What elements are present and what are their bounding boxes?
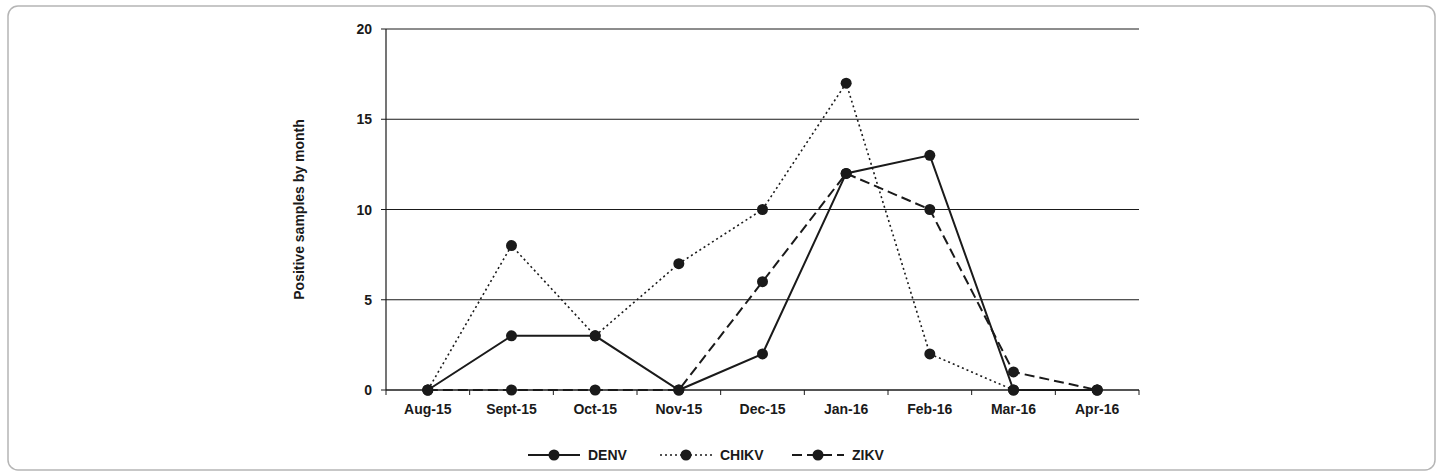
point-marker — [841, 168, 852, 179]
legend-label: ZIKV — [852, 447, 885, 463]
x-tick — [637, 390, 638, 395]
point-marker — [924, 204, 935, 215]
y-tick — [381, 299, 386, 300]
x-tick-label: Dec-15 — [740, 401, 786, 417]
y-tick-label: 5 — [364, 292, 372, 308]
series-line — [428, 173, 1097, 390]
x-tick — [971, 390, 972, 395]
point-marker — [590, 330, 601, 341]
grid-line — [386, 119, 1139, 120]
point-marker — [673, 385, 684, 396]
point-marker — [673, 385, 684, 396]
point-marker — [757, 204, 768, 215]
x-tick — [888, 390, 889, 395]
x-tick-label: Oct-15 — [573, 401, 617, 417]
point-marker — [1092, 385, 1103, 396]
point-marker — [506, 240, 517, 251]
legend-label: CHIKV — [720, 447, 764, 463]
y-axis-label: Positive samples by month — [291, 119, 307, 300]
point-marker — [422, 385, 433, 396]
point-marker — [757, 348, 768, 359]
plot-area — [422, 78, 1102, 396]
legend-label: DENV — [588, 447, 628, 463]
point-marker — [506, 385, 517, 396]
y-tick-label: 20 — [356, 21, 372, 37]
legend-marker — [549, 450, 560, 461]
point-marker — [673, 258, 684, 269]
figure-frame — [8, 6, 1435, 470]
point-marker — [590, 330, 601, 341]
point-marker — [841, 168, 852, 179]
x-tick-label: Feb-16 — [907, 401, 952, 417]
x-tick — [804, 390, 805, 395]
series-line — [428, 155, 1097, 390]
x-tick — [386, 390, 387, 395]
x-tick — [469, 390, 470, 395]
chart-container: 0 5 10 15 20 Aug-15 Sept-15 Oct-15 Nov-15 Dec-15 J… — [0, 0, 1443, 476]
point-marker — [924, 348, 935, 359]
legend-marker — [813, 450, 824, 461]
y-tick-label: 0 — [364, 382, 372, 398]
x-tick-label: Nov-15 — [655, 401, 702, 417]
x-tick-label: Jan-16 — [824, 401, 869, 417]
point-marker — [590, 385, 601, 396]
x-tick-label: Apr-16 — [1075, 401, 1120, 417]
legend-marker — [681, 450, 692, 461]
point-marker — [1092, 385, 1103, 396]
point-marker — [1008, 385, 1019, 396]
x-tick — [1139, 390, 1140, 395]
y-tick — [381, 29, 386, 30]
point-marker — [841, 78, 852, 89]
y-tick-label: 15 — [356, 111, 372, 127]
point-marker — [422, 385, 433, 396]
y-tick-label: 10 — [356, 202, 372, 218]
chart-svg: 0 5 10 15 20 Aug-15 Sept-15 Oct-15 Nov-15 Dec-15 J… — [0, 0, 1443, 476]
grid-line — [386, 299, 1139, 300]
x-tick-label: Mar-16 — [991, 401, 1036, 417]
y-tick — [381, 119, 386, 120]
y-tick — [381, 209, 386, 210]
grid-line — [386, 29, 1139, 30]
y-axis — [385, 29, 386, 390]
y-tick — [381, 390, 386, 391]
x-tick — [720, 390, 721, 395]
point-marker — [1008, 385, 1019, 396]
point-marker — [757, 276, 768, 287]
point-marker — [1008, 366, 1019, 377]
x-tick-label: Aug-15 — [404, 401, 452, 417]
x-tick-label: Sept-15 — [486, 401, 537, 417]
point-marker — [1092, 385, 1103, 396]
series-line — [428, 83, 1097, 390]
point-marker — [506, 330, 517, 341]
point-marker — [924, 150, 935, 161]
point-marker — [422, 385, 433, 396]
